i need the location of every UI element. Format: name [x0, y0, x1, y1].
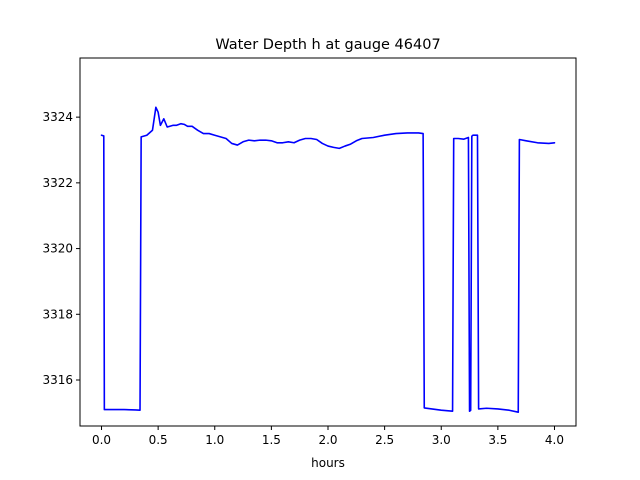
- y-tick-label: 3322: [42, 176, 73, 190]
- chart-title: Water Depth h at gauge 46407: [215, 37, 440, 53]
- series-line-0: [100, 106, 556, 414]
- x-tick-label: 3.5: [488, 433, 507, 447]
- x-axis-ticks: 0.0 0.5 1.0 1.5 2.0 2.5 3.0 3.5 4.0: [92, 426, 564, 447]
- x-tick-label: 2.5: [375, 433, 394, 447]
- x-tick-label: 1.5: [262, 433, 281, 447]
- x-tick-label: 1.0: [205, 433, 224, 447]
- y-tick-label: 3318: [42, 307, 73, 321]
- y-tick-label: 3320: [42, 242, 73, 256]
- y-tick-label: 3324: [42, 110, 73, 124]
- x-axis-label: hours: [311, 456, 345, 470]
- x-tick-label: 4.0: [545, 433, 564, 447]
- x-tick-label: 2.0: [318, 433, 337, 447]
- x-tick-label: 3.0: [432, 433, 451, 447]
- x-tick-label: 0.0: [92, 433, 111, 447]
- y-axis-ticks: 3316 3318 3320 3322 3324: [42, 110, 80, 387]
- x-tick-label: 0.5: [149, 433, 168, 447]
- axes-frame: [79, 57, 577, 427]
- plot-area: [100, 106, 556, 414]
- y-tick-label: 3316: [42, 373, 73, 387]
